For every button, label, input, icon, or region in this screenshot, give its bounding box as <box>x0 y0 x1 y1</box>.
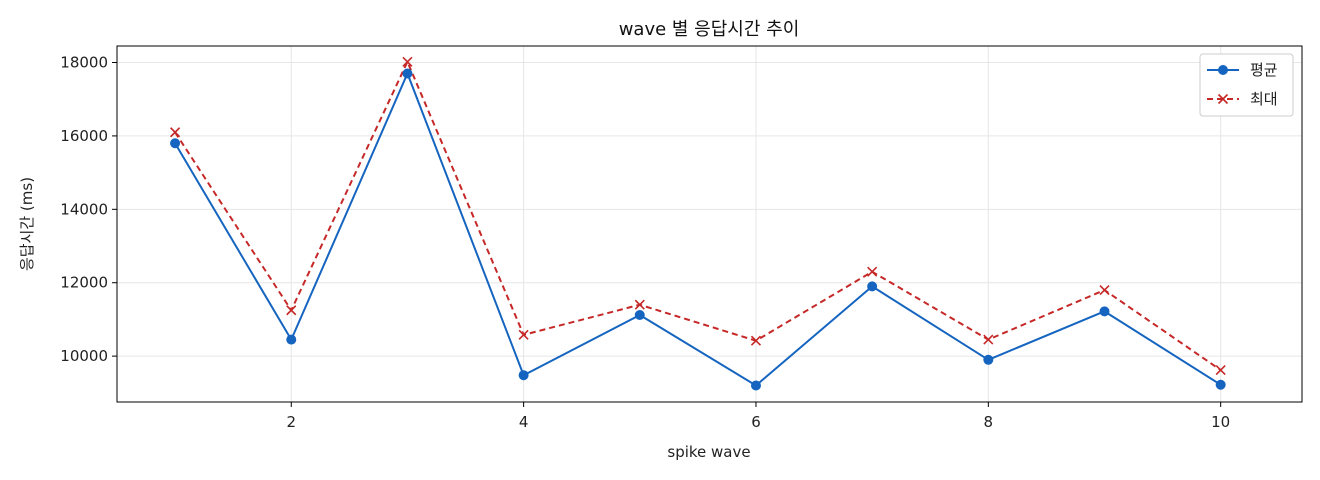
chart-title: wave 별 응답시간 추이 <box>619 19 800 40</box>
data-point <box>867 281 878 292</box>
y-axis-title: 응답시간 (ms) <box>18 177 36 271</box>
data-point <box>170 138 181 149</box>
data-point <box>518 329 529 340</box>
data-point <box>402 56 413 67</box>
legend-box <box>1199 53 1294 117</box>
data-point <box>1215 379 1226 390</box>
x-tick-label: 6 <box>751 413 761 431</box>
data-point <box>1215 365 1226 376</box>
y-tick-label: 10000 <box>60 347 108 365</box>
x-tick-label: 10 <box>1211 413 1230 431</box>
data-point <box>983 334 994 345</box>
legend-label-series-2: 최대 <box>1250 90 1278 108</box>
data-point <box>170 127 181 138</box>
data-point <box>867 266 878 277</box>
y-tick-label: 14000 <box>60 200 108 218</box>
legend-marker-series-2 <box>1217 93 1229 105</box>
y-tick-label: 12000 <box>60 274 108 292</box>
data-point <box>286 305 297 316</box>
data-point <box>1099 284 1110 296</box>
data-point <box>286 334 297 345</box>
grid-lines <box>117 46 1302 402</box>
data-point <box>634 299 645 310</box>
x-tick-label: 2 <box>286 413 296 431</box>
data-point <box>750 335 762 346</box>
data-point <box>634 310 645 321</box>
x-axis-title: spike wave <box>667 443 750 461</box>
data-point <box>1099 306 1110 317</box>
legend-marker-series-1 <box>1218 65 1228 75</box>
data-point <box>750 380 761 391</box>
axis-ticks: 2 4 6 8 10 10000 12000 14000 16000 18000 <box>60 54 1230 431</box>
series-line-1 <box>174 72 1222 387</box>
data-point <box>983 354 994 365</box>
data-point <box>402 68 413 79</box>
plot-area-frame <box>116 45 1303 403</box>
series-layer <box>170 56 1226 391</box>
series-line-2 <box>174 60 1222 371</box>
y-tick-label: 16000 <box>60 127 108 145</box>
legend: 평균 최대 <box>1199 53 1294 117</box>
legend-label-series-1: 평균 <box>1250 61 1278 79</box>
x-tick-label: 8 <box>984 413 994 431</box>
y-tick-label: 18000 <box>60 54 108 72</box>
x-tick-label: 4 <box>519 413 529 431</box>
data-point <box>518 370 529 381</box>
